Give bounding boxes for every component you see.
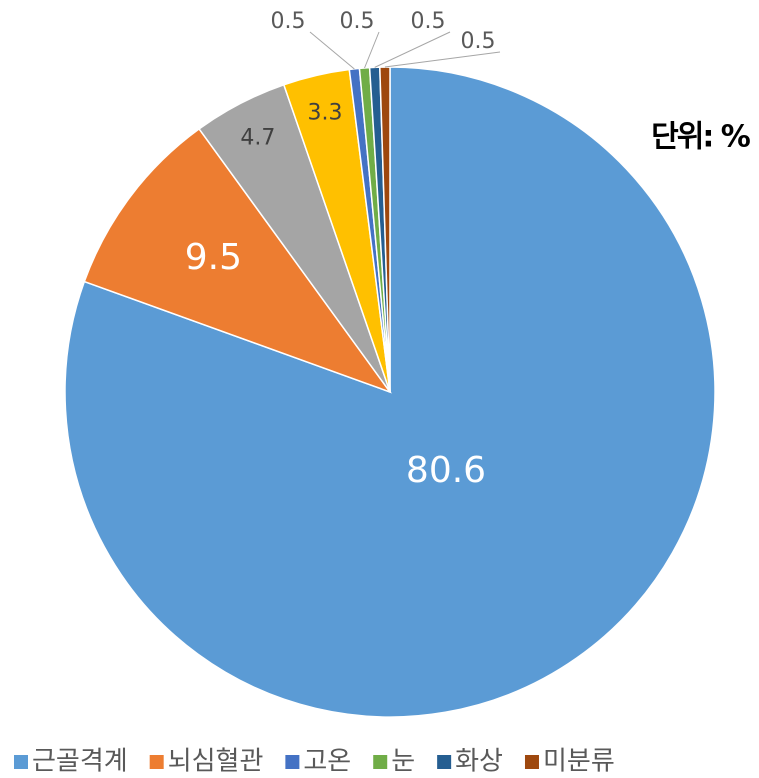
legend-label: 근골격계 <box>32 747 128 777</box>
data-label: 3.3 <box>308 100 343 125</box>
legend-label: 미분류 <box>543 747 615 777</box>
legend-swatch <box>149 755 164 769</box>
legend-swatch <box>524 755 539 769</box>
data-label: 0.5 <box>461 29 496 54</box>
data-label: 80.6 <box>406 450 486 491</box>
leader-line <box>364 31 380 69</box>
leader-line <box>309 31 355 70</box>
legend-label: 화상 <box>455 747 503 777</box>
data-label: 0.5 <box>340 9 375 34</box>
legend-label: 눈 <box>391 747 415 777</box>
legend-label: 뇌심혈관 <box>168 747 264 777</box>
leader-line <box>374 31 451 68</box>
legend-swatch <box>285 755 300 769</box>
data-label: 9.5 <box>185 237 242 278</box>
data-label: 4.7 <box>240 125 275 150</box>
data-label: 0.5 <box>271 9 306 34</box>
legend-swatch <box>14 755 28 769</box>
data-label: 0.5 <box>411 9 446 34</box>
leader-line <box>384 51 501 68</box>
unit-label: 단위: % <box>651 120 751 155</box>
legend-swatch <box>437 755 452 769</box>
legend-label: 고온 <box>303 747 351 777</box>
pie-slice <box>83 127 393 394</box>
legend-swatch <box>373 755 388 769</box>
